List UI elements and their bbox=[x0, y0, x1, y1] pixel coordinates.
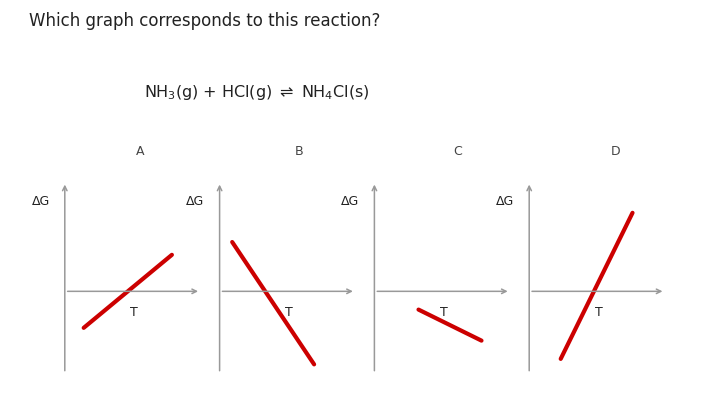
Text: B: B bbox=[294, 145, 303, 158]
Text: ΔG: ΔG bbox=[341, 195, 359, 208]
Text: A: A bbox=[136, 145, 145, 158]
Text: NH$_3$(g) + HCl(g) $\rightleftharpoons$ NH$_4$Cl(s): NH$_3$(g) + HCl(g) $\rightleftharpoons$ … bbox=[144, 83, 369, 102]
Text: ΔG: ΔG bbox=[496, 195, 514, 208]
Text: D: D bbox=[611, 145, 621, 158]
Text: T: T bbox=[595, 306, 603, 319]
Text: C: C bbox=[453, 145, 462, 158]
Text: ΔG: ΔG bbox=[32, 195, 50, 208]
Text: T: T bbox=[285, 306, 293, 319]
Text: T: T bbox=[440, 306, 448, 319]
Text: T: T bbox=[130, 306, 138, 319]
Text: ΔG: ΔG bbox=[186, 195, 204, 208]
Text: Which graph corresponds to this reaction?: Which graph corresponds to this reaction… bbox=[29, 12, 380, 30]
